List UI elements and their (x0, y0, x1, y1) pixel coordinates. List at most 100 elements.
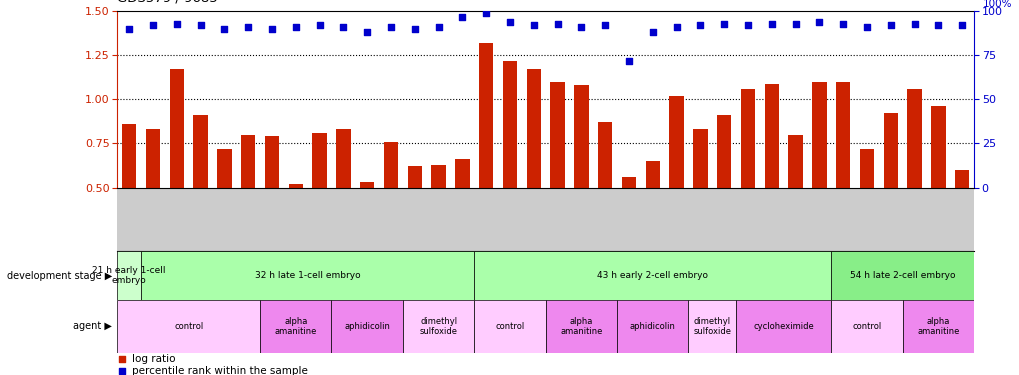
Bar (764, 84, 779, 276)
Point (114, 356, 130, 362)
Bar (736, 300, 830, 352)
Bar (331, 300, 403, 352)
Point (573, 24, 589, 30)
Text: cycloheximide: cycloheximide (753, 322, 813, 331)
Point (478, 10, 494, 16)
Bar (336, 129, 351, 276)
Point (763, 21, 780, 27)
Text: log ratio: log ratio (131, 354, 175, 364)
Point (739, 22, 755, 28)
Bar (788, 135, 802, 276)
Bar (474, 300, 545, 352)
Bar (930, 106, 945, 276)
Point (835, 21, 851, 27)
Bar (312, 133, 326, 276)
Point (239, 24, 256, 30)
Text: GDS579 / 9685: GDS579 / 9685 (117, 0, 218, 4)
Text: percentile rank within the sample: percentile rank within the sample (131, 366, 307, 375)
Bar (454, 159, 469, 276)
Bar (194, 115, 208, 276)
Bar (954, 170, 968, 276)
Bar (122, 124, 137, 276)
Text: agent ▶: agent ▶ (73, 321, 112, 331)
Point (810, 19, 826, 25)
Bar (169, 69, 183, 276)
Point (906, 21, 922, 27)
Point (145, 22, 161, 28)
Point (382, 24, 398, 30)
Bar (902, 300, 973, 352)
Point (407, 26, 423, 32)
Point (787, 21, 803, 27)
Point (858, 24, 874, 30)
Text: alpha
amanitine: alpha amanitine (559, 316, 602, 336)
Bar (668, 96, 683, 276)
Bar (431, 165, 445, 276)
Bar (479, 43, 493, 276)
Bar (907, 89, 921, 276)
Text: 32 h late 1-cell embryo: 32 h late 1-cell embryo (255, 271, 360, 280)
Point (114, 368, 130, 374)
Bar (645, 161, 659, 276)
Bar (408, 166, 422, 276)
Point (359, 29, 375, 35)
Point (596, 22, 612, 28)
Bar (265, 136, 279, 276)
Bar (526, 69, 540, 276)
Bar (574, 85, 588, 276)
Bar (360, 182, 374, 276)
Bar (811, 82, 825, 276)
Bar (882, 114, 897, 276)
Text: control: control (852, 322, 880, 331)
Text: control: control (495, 322, 524, 331)
Bar (502, 61, 517, 276)
Point (644, 29, 660, 35)
Point (501, 19, 518, 25)
Bar (288, 184, 303, 276)
Bar (716, 115, 731, 276)
Text: aphidicolin: aphidicolin (344, 322, 389, 331)
Text: alpha
amanitine: alpha amanitine (916, 316, 959, 336)
Point (453, 13, 470, 20)
Bar (740, 89, 754, 276)
Bar (616, 300, 688, 352)
Bar (383, 142, 397, 276)
Point (667, 24, 684, 30)
Bar (117, 251, 141, 300)
Text: development stage ▶: development stage ▶ (7, 271, 112, 280)
Point (287, 24, 304, 30)
Text: dimethyl
sulfoxide: dimethyl sulfoxide (419, 316, 458, 336)
Bar (688, 300, 736, 352)
Text: dimethyl
sulfoxide: dimethyl sulfoxide (693, 316, 731, 336)
Text: 100%: 100% (981, 0, 1011, 9)
Text: aphidicolin: aphidicolin (630, 322, 675, 331)
Bar (859, 149, 873, 276)
Bar (836, 82, 850, 276)
Point (335, 24, 352, 30)
Point (121, 26, 138, 32)
Point (881, 22, 898, 28)
Bar (622, 177, 636, 276)
Bar (146, 129, 160, 276)
Point (692, 22, 708, 28)
Point (953, 22, 969, 28)
Bar (403, 300, 474, 352)
Point (264, 26, 280, 32)
Bar (117, 300, 260, 352)
Point (929, 22, 946, 28)
Text: control: control (174, 322, 203, 331)
Point (430, 24, 446, 30)
Bar (217, 149, 231, 276)
Bar (474, 251, 830, 300)
Point (168, 21, 184, 27)
Text: 54 h late 2-cell embryo: 54 h late 2-cell embryo (849, 271, 955, 280)
Bar (545, 300, 616, 352)
Bar (260, 300, 331, 352)
Bar (830, 251, 973, 300)
Point (311, 22, 327, 28)
Point (216, 26, 232, 32)
Bar (240, 135, 255, 276)
Point (549, 21, 566, 27)
Point (715, 21, 732, 27)
Bar (141, 251, 474, 300)
